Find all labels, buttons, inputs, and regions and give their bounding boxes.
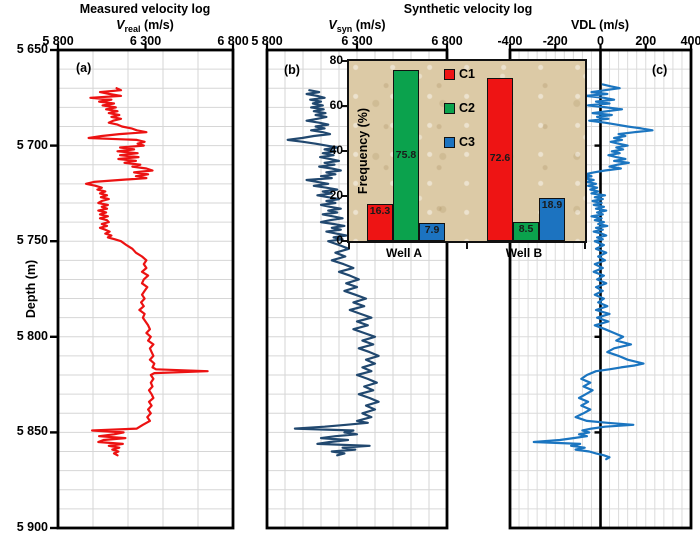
inset-y-tick-label: 20 xyxy=(329,188,343,202)
inset-x-tick-mark xyxy=(348,241,351,249)
v-symbol: V xyxy=(116,18,125,32)
depth-tick-label: 5 750 xyxy=(16,233,48,248)
legend-swatch-c3 xyxy=(444,136,455,148)
panel-c-axis-label: VDL (m/s) xyxy=(570,18,630,32)
bar-c2-well-b xyxy=(513,221,539,241)
legend-item-c1: C1 xyxy=(444,67,475,81)
depth-tick-label: 5 650 xyxy=(16,42,48,56)
legend-swatch-c2 xyxy=(444,102,455,114)
legend-label: C1 xyxy=(459,67,475,81)
bar-value-label: 8.5 xyxy=(518,222,534,235)
bar-value-label: 75.8 xyxy=(395,148,417,161)
panel-c-letter: (c) xyxy=(652,63,668,77)
v-subscript: syn xyxy=(336,24,353,34)
panel-b-letter: (b) xyxy=(284,63,300,77)
x-tick-label: 6 300 xyxy=(341,34,373,48)
depth-tick-label: 5 900 xyxy=(16,520,48,534)
v-subscript: real xyxy=(124,24,141,34)
inset-bar-chart: Frequency (%) 80 60 40 20 0 16.3 75.8 7.9 72.6 8.… xyxy=(330,53,587,249)
inset-y-tick-label: 60 xyxy=(329,98,343,112)
v-unit: (m/s) xyxy=(352,18,386,32)
depth-tick-label: 5 850 xyxy=(16,424,48,439)
x-tick-label: -200 xyxy=(542,34,568,48)
bar-c1-well-b xyxy=(487,77,513,241)
bar-c3-well-b xyxy=(539,198,565,241)
inset-y-tick-mark xyxy=(341,105,349,108)
bar-value-label: 72.6 xyxy=(489,152,511,165)
legend-label: C2 xyxy=(459,101,475,115)
panel-b-axis-label: Vsyn (m/s) xyxy=(328,18,385,34)
measured-title: Measured velocity log xyxy=(79,2,211,16)
inset-y-tick-mark xyxy=(341,240,349,243)
legend-label: C3 xyxy=(459,135,475,149)
bar-c3-well-a xyxy=(419,223,445,241)
legend-swatch-c1 xyxy=(444,68,455,80)
x-tick-label: -400 xyxy=(497,34,523,48)
inset-x-tick-mark xyxy=(466,241,469,249)
panel-a-axis-label: Vreal (m/s) xyxy=(116,18,174,34)
inset-y-axis-title: Frequency (%) xyxy=(356,107,370,195)
synthetic-title: Synthetic velocity log xyxy=(403,2,533,16)
x-tick-label: 6 800 xyxy=(431,34,463,48)
depth-tick-label: 5 800 xyxy=(16,328,48,343)
bar-c1-well-a xyxy=(367,204,393,241)
v-symbol: V xyxy=(328,18,337,32)
bar-value-label: 16.3 xyxy=(369,205,391,218)
x-tick-label: 5 800 xyxy=(42,34,74,48)
depth-axis-label: Depth (m) xyxy=(24,259,39,319)
bar-value-label: 18.9 xyxy=(541,199,563,212)
inset-x-tick-mark xyxy=(584,241,587,249)
inset-y-tick-mark xyxy=(341,60,349,63)
category-label: Well B xyxy=(505,246,543,260)
depth-tick-label: 5 700 xyxy=(16,137,48,152)
x-tick-label: 5 800 xyxy=(251,34,283,48)
legend-item-c2: C2 xyxy=(444,101,475,115)
bar-c2-well-a xyxy=(393,70,419,241)
inset-y-tick-label: 0 xyxy=(336,233,343,247)
panel-a-letter: (a) xyxy=(76,61,92,75)
inset-y-tick-label: 40 xyxy=(329,143,343,157)
x-tick-label: 0 xyxy=(597,34,604,48)
inset-y-tick-mark xyxy=(341,195,349,198)
inset-y-tick-mark xyxy=(341,150,349,153)
legend-item-c3: C3 xyxy=(444,135,475,149)
x-tick-label: 6 800 xyxy=(217,34,249,48)
x-tick-label: 400 xyxy=(680,34,700,48)
category-label: Well A xyxy=(385,246,423,260)
v-unit: (m/s) xyxy=(140,18,174,32)
inset-y-tick-label: 80 xyxy=(329,53,343,67)
x-tick-label: 6 300 xyxy=(129,34,162,48)
x-tick-label: 200 xyxy=(635,34,657,48)
bar-value-label: 7.9 xyxy=(424,224,440,237)
